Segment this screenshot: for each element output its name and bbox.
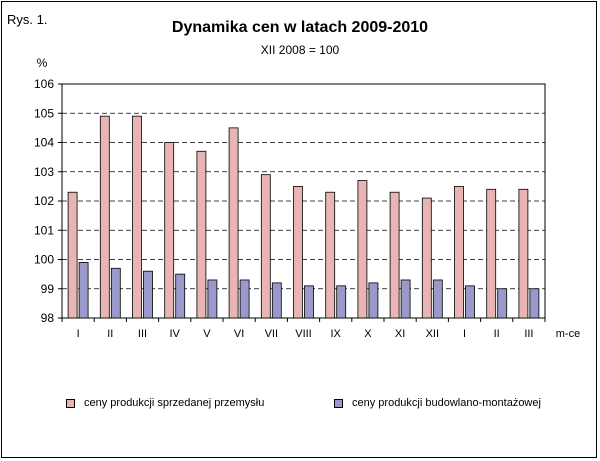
bar-series1-2 xyxy=(99,115,110,319)
x-tick-label: II xyxy=(494,328,500,340)
x-tick-label: I xyxy=(463,328,466,340)
y-tick-label: 106 xyxy=(34,77,54,91)
y-tick-label: 98 xyxy=(41,311,55,325)
bar-series1-15 xyxy=(518,188,529,319)
x-tick-label: XI xyxy=(395,328,405,340)
y-tick-label: 102 xyxy=(34,194,54,208)
bar-series2-1 xyxy=(78,262,89,319)
bar-series1-11 xyxy=(389,191,400,319)
bar-series1-12 xyxy=(421,197,432,319)
bar-series1-8 xyxy=(293,185,303,319)
bar-series2-15 xyxy=(529,288,540,319)
legend-label-series1: ceny produkcji sprzedanej przemysłu xyxy=(84,397,265,409)
y-tick-label: 103 xyxy=(34,165,54,179)
x-tick-label: IX xyxy=(330,328,341,340)
x-axis-label: m-ce xyxy=(556,328,580,340)
y-tick-label: 100 xyxy=(34,253,54,267)
x-tick-label: VIII xyxy=(295,328,312,340)
x-tick-label: VII xyxy=(265,328,278,340)
bar-series2-14 xyxy=(497,288,508,319)
bar-series2-10 xyxy=(368,282,379,319)
x-tick-label: III xyxy=(524,328,533,340)
legend-label-series2: ceny produkcji budowlano-montażowej xyxy=(352,397,541,409)
y-axis-label: % xyxy=(37,56,48,70)
x-tick-label: V xyxy=(203,328,211,340)
bar-series1-7 xyxy=(260,174,271,319)
bar-series1-3 xyxy=(132,115,142,319)
x-tick-label: X xyxy=(364,328,372,340)
bar-series1-1 xyxy=(67,191,78,319)
y-tick-label: 105 xyxy=(34,106,54,120)
bar-series2-5 xyxy=(207,279,218,319)
bar-series1-5 xyxy=(196,150,207,319)
x-tick-label: VI xyxy=(234,328,244,340)
bar-series2-4 xyxy=(175,273,186,319)
x-tick-label: IV xyxy=(169,328,180,340)
bar-series1-9 xyxy=(325,191,336,319)
bar-series2-11 xyxy=(400,279,411,319)
x-tick-label: III xyxy=(138,328,147,340)
legend-swatch-series1 xyxy=(66,398,75,408)
figure-label: Rys. 1. xyxy=(7,12,48,27)
bar-series1-13 xyxy=(454,185,464,319)
y-tick-label: 101 xyxy=(34,223,54,237)
bar-series2-9 xyxy=(336,285,347,319)
bar-series2-6 xyxy=(239,279,250,319)
bar-series1-10 xyxy=(357,180,368,319)
legend-item-series2: ceny produkcji budowlano-montażowej xyxy=(334,397,541,409)
bar-series2-12 xyxy=(432,279,443,319)
bar-series2-8 xyxy=(304,285,314,319)
bar-series2-2 xyxy=(110,267,121,319)
bar-series1-14 xyxy=(486,188,497,319)
bar-series1-4 xyxy=(164,142,175,319)
chart-subtitle: XII 2008 = 100 xyxy=(260,43,340,57)
x-tick-label: I xyxy=(77,328,80,340)
x-tick-label: XII xyxy=(426,328,439,340)
bar-series1-6 xyxy=(228,127,239,319)
bar-series2-3 xyxy=(143,270,153,319)
bar-series2-7 xyxy=(271,282,282,319)
bar-series2-13 xyxy=(465,285,475,319)
x-tick-label: II xyxy=(107,328,113,340)
chart-title: Dynamika cen w latach 2009-2010 xyxy=(171,19,429,36)
legend-swatch-series2 xyxy=(334,398,343,408)
y-tick-label: 99 xyxy=(41,282,55,296)
y-tick-label: 104 xyxy=(34,136,54,150)
legend-item-series1: ceny produkcji sprzedanej przemysłu xyxy=(66,397,264,409)
